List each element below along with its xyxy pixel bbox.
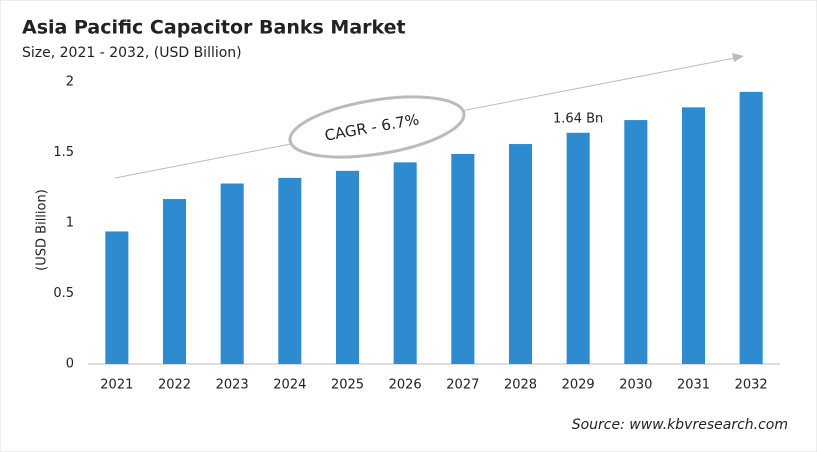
chart-title: Asia Pacific Capacitor Banks Market bbox=[22, 17, 406, 39]
x-tick-label: 2029 bbox=[562, 378, 595, 393]
chart-subtitle: Size, 2021 - 2032, (USD Billion) bbox=[22, 45, 242, 61]
bar bbox=[739, 91, 763, 365]
x-tick-label: 2023 bbox=[216, 378, 249, 393]
y-tick-label: 1 bbox=[66, 216, 74, 231]
bar bbox=[624, 120, 648, 364]
y-tick-label: 1.5 bbox=[53, 145, 74, 160]
bar bbox=[105, 231, 129, 364]
bar bbox=[566, 132, 590, 364]
bar bbox=[162, 199, 187, 364]
x-tick-label: 2030 bbox=[619, 378, 652, 393]
y-tick-label: 0.5 bbox=[53, 286, 74, 301]
arrow-head bbox=[732, 53, 744, 62]
bar bbox=[335, 170, 360, 364]
bar bbox=[393, 162, 417, 364]
cagr-ellipse bbox=[288, 95, 466, 159]
bar bbox=[508, 144, 533, 364]
x-tick-label: 2022 bbox=[158, 378, 191, 393]
x-tick-label: 2028 bbox=[504, 378, 537, 393]
x-tick-label: 2021 bbox=[100, 378, 133, 393]
y-tick-label: 0 bbox=[66, 357, 74, 372]
bar bbox=[278, 177, 302, 364]
x-tick-label: 2024 bbox=[273, 378, 306, 393]
data-label: 1.64 Bn bbox=[553, 111, 603, 126]
x-tick-label: 2025 bbox=[331, 378, 364, 393]
bar bbox=[451, 153, 475, 364]
x-tick-label: 2027 bbox=[446, 378, 479, 393]
x-tick-label: 2031 bbox=[677, 378, 710, 393]
x-tick-label: 2032 bbox=[735, 378, 768, 393]
bar bbox=[681, 107, 706, 364]
y-axis-label: (USD Billion) bbox=[35, 189, 50, 271]
bar bbox=[220, 183, 244, 364]
source: Source: www.kbvresearch.com bbox=[572, 417, 788, 433]
y-tick-label: 2 bbox=[66, 75, 74, 90]
x-tick-label: 2026 bbox=[389, 378, 422, 393]
